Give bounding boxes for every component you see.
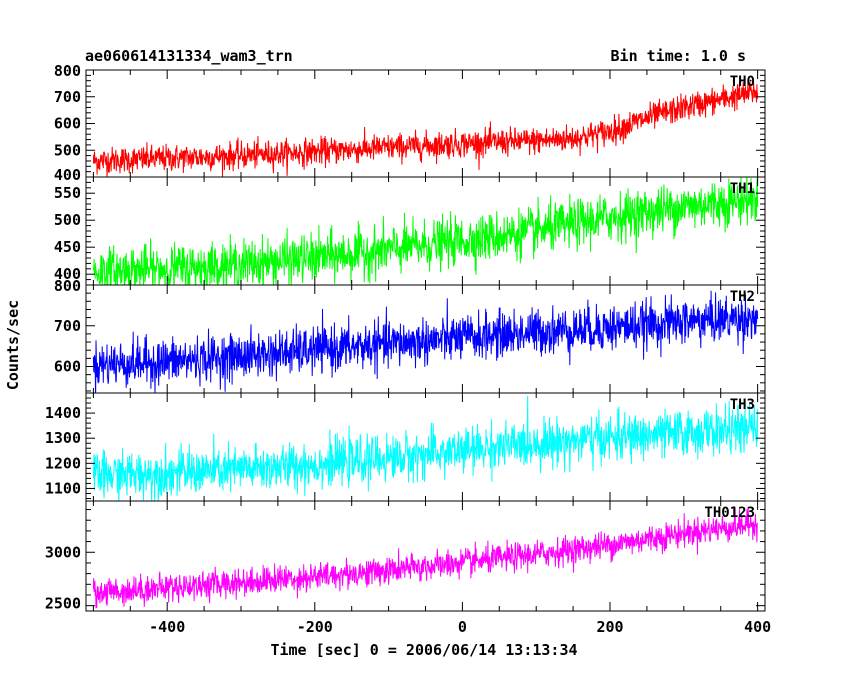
- y-tick-label: 450: [54, 238, 81, 256]
- chart-title: ae060614131334_wam3_trn: [85, 47, 293, 65]
- y-tick-label: 500: [54, 211, 81, 229]
- y-tick-label: 1400: [45, 404, 81, 422]
- panel-label: TH2: [730, 289, 755, 305]
- y-tick-label: 600: [54, 358, 81, 376]
- panel-label: TH0: [730, 74, 755, 90]
- panel-label: TH3: [730, 397, 755, 413]
- panel-label: TH1: [730, 181, 755, 197]
- y-tick-label: 550: [54, 184, 81, 202]
- y-tick-label: 2500: [45, 595, 81, 613]
- y-tick-label: 1200: [45, 454, 81, 472]
- chart-subtitle: Bin time: 1.0 s: [611, 47, 746, 65]
- y-tick-label: 700: [54, 317, 81, 335]
- series-th3: [92, 395, 759, 501]
- series-th2: [92, 290, 759, 393]
- series-th1: [92, 177, 759, 285]
- panel-th0123: 2500 3000 TH0123: [45, 500, 766, 613]
- y-tick-label: 1300: [45, 429, 81, 447]
- y-tick-label: 800: [54, 62, 81, 80]
- x-tick-label: -400: [149, 618, 185, 636]
- panel-th2: 600 700 800 TH2: [54, 277, 766, 394]
- y-tick-label: 400: [54, 265, 81, 283]
- panel-th3: 1100 1200 1300 1400 TH3: [45, 392, 766, 502]
- x-tick-label: -200: [297, 618, 333, 636]
- y-tick-label: 600: [54, 115, 81, 133]
- panel-label: TH0123: [704, 505, 755, 521]
- panels: 400 500 600 700 800 TH0 400 450 500 550 TH1 600 700 8…: [45, 62, 766, 613]
- x-tick-label: 400: [744, 618, 771, 636]
- x-tick-label: 200: [596, 618, 623, 636]
- x-axis-title: Time [sec] 0 = 2006/06/14 13:13:34: [270, 641, 577, 659]
- x-tick-label: 0: [458, 618, 467, 636]
- y-tick-label: 1100: [45, 479, 81, 497]
- series-th0: [92, 78, 759, 177]
- y-tick-label: 700: [54, 88, 81, 106]
- y-tick-label: 3000: [45, 543, 81, 561]
- y-tick-label: 800: [54, 277, 81, 295]
- series-th0123: [92, 507, 759, 609]
- y-tick-label: 400: [54, 166, 81, 184]
- y-tick-label: 500: [54, 141, 81, 159]
- x-tick-labels: -400 -200 0 200 400: [149, 618, 771, 636]
- y-axis-title: Counts/sec: [4, 300, 22, 390]
